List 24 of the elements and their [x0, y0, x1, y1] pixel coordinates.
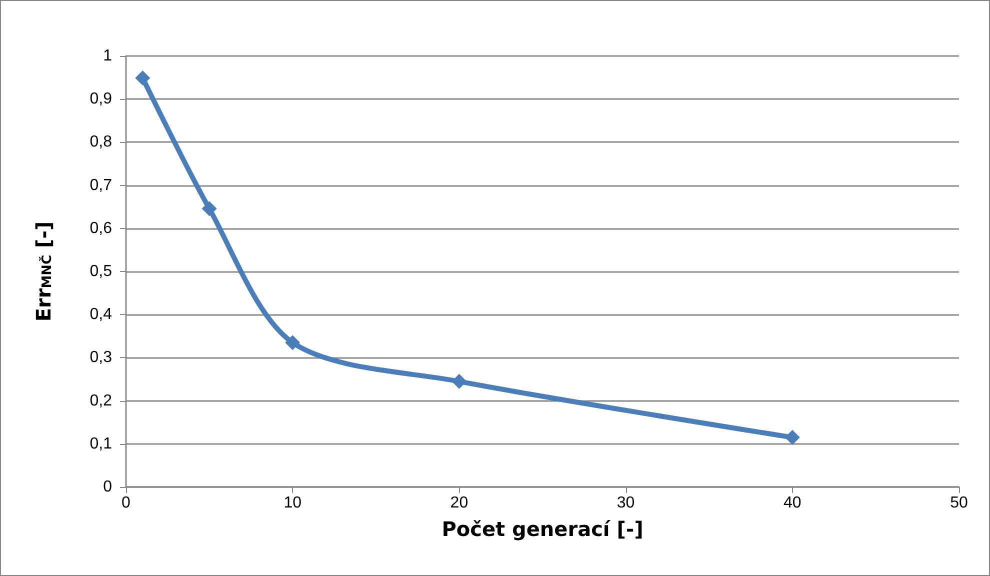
point [135, 70, 150, 86]
x-tick-label: 0 [122, 494, 131, 512]
y-tick-label: 0,3 [90, 349, 112, 366]
point [202, 201, 217, 216]
point [285, 335, 300, 350]
y-tick-label: 1 [103, 48, 112, 64]
y-tick-label: 0,8 [90, 134, 112, 151]
x-tick-label: 50 [950, 494, 968, 512]
y-tick-label: 0,4 [90, 306, 112, 324]
y-tick-label: 0,7 [90, 176, 112, 194]
point [784, 430, 800, 445]
y-axis-title: ErrMNČ [-] [32, 221, 56, 322]
y-tick-label: 0 [103, 478, 112, 496]
y-tick-label: 0,1 [90, 435, 112, 452]
point [452, 374, 467, 389]
x-axis-title: Počet generací [-] [442, 517, 644, 541]
x-tick-label: 10 [284, 494, 302, 512]
y-tick-label: 0,5 [90, 263, 112, 280]
x-tick-label: 40 [784, 494, 802, 512]
y-tick-label: 0,9 [90, 90, 112, 108]
x-tick-label: 20 [450, 494, 468, 512]
x-tick-label: 30 [616, 494, 635, 512]
y-tick-label: 0,6 [90, 220, 112, 237]
y-tick-label: 0,2 [90, 392, 112, 410]
